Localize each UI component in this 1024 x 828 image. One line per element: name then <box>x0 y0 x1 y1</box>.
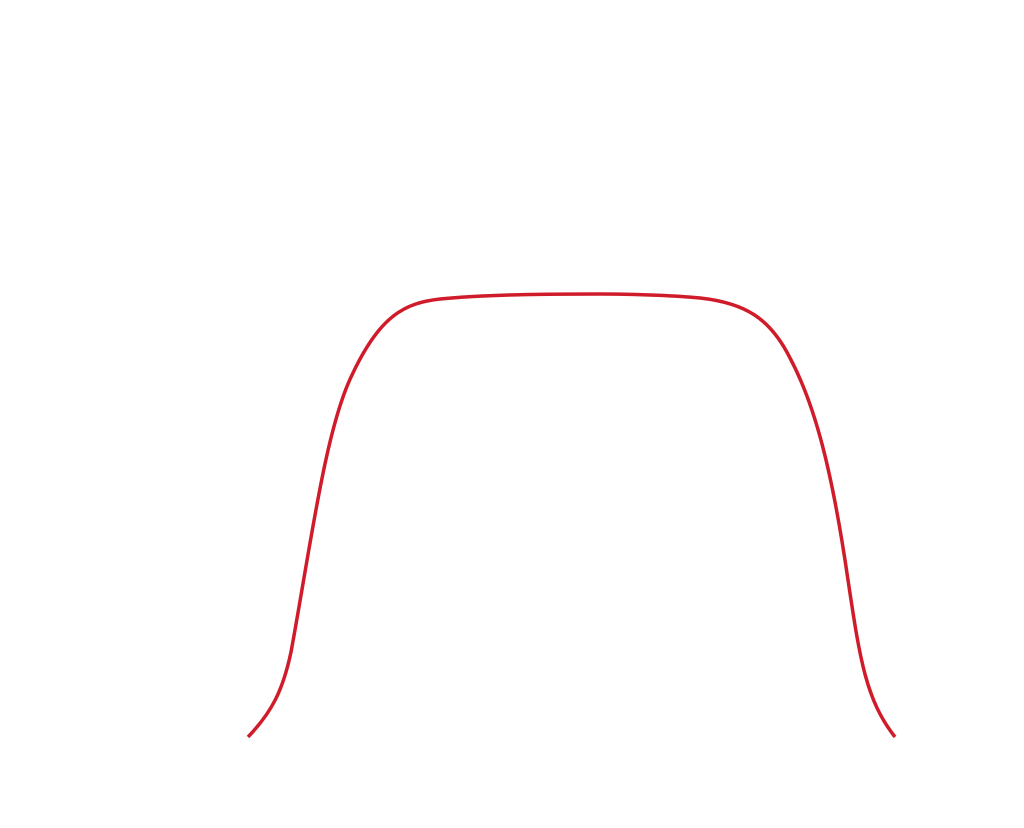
plateau-curve <box>246 292 897 739</box>
